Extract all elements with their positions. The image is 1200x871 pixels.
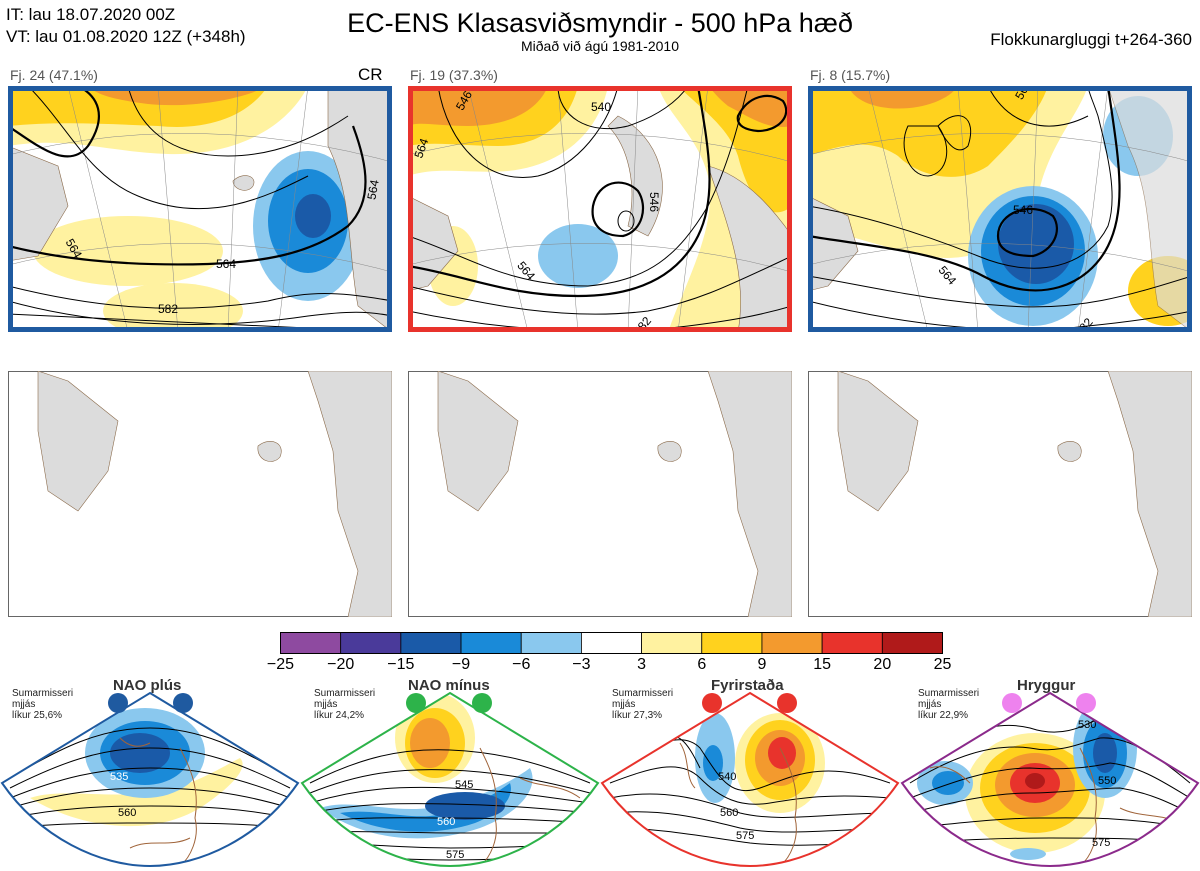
regime-map-2: 545 560 575 bbox=[300, 691, 600, 868]
fan-border bbox=[600, 691, 900, 868]
contour-label: 530 bbox=[1078, 719, 1096, 731]
colorbar-tick-label: −15 bbox=[387, 656, 415, 673]
colorbar-cell bbox=[581, 632, 642, 654]
contour-label: 545 bbox=[455, 779, 473, 791]
regime-1-title: NAO plús bbox=[113, 677, 182, 694]
colorbar-cell bbox=[400, 632, 462, 654]
colorbar-cell bbox=[641, 632, 703, 654]
note-line: Sumarmisseri bbox=[612, 688, 674, 699]
regime-dot bbox=[406, 693, 426, 713]
regime-dot bbox=[472, 693, 492, 713]
colorbar-tick-label: −25 bbox=[266, 656, 295, 673]
contour-label: 560 bbox=[720, 807, 738, 819]
panel-3-label: Fj. 8 (15.7%) bbox=[810, 67, 891, 83]
panel-2-label: Fj. 19 (37.3%) bbox=[410, 67, 498, 83]
empty-map-3 bbox=[808, 371, 1192, 617]
regime-map-3: 540 560 575 bbox=[600, 691, 900, 868]
colorbar-cell bbox=[460, 632, 522, 654]
colorbar-tick-label: 6 bbox=[697, 656, 707, 673]
colorbar-cell bbox=[881, 632, 943, 654]
panel-border bbox=[8, 86, 392, 332]
note-line: mjjás bbox=[612, 699, 636, 710]
contour-label: 550 bbox=[1098, 775, 1116, 787]
colorbar-tick-label: 25 bbox=[933, 656, 952, 673]
contour-label: 564 bbox=[411, 136, 431, 160]
note-line: Sumarmisseri bbox=[918, 688, 980, 699]
empty-map-1 bbox=[8, 371, 392, 617]
fan-border bbox=[300, 691, 600, 868]
contour-label: 582 bbox=[158, 302, 178, 316]
colorbar-cell bbox=[701, 632, 763, 654]
regime-dot bbox=[702, 693, 722, 713]
window-label: Flokkunargluggi t+264-360 bbox=[990, 30, 1192, 49]
regime-map-1: 535 560 bbox=[0, 691, 300, 868]
contour-label: 564 bbox=[216, 257, 236, 271]
note-line: Sumarmisseri bbox=[314, 688, 376, 699]
vt-line: VT: lau 01.08.2020 12Z (+348h) bbox=[6, 27, 246, 46]
note-line: mjjás bbox=[918, 699, 942, 710]
note-line: líkur 22,9% bbox=[918, 710, 969, 721]
regime-dot bbox=[173, 693, 193, 713]
contour-label: 535 bbox=[110, 771, 128, 783]
cluster-map-3: 546 564 564 582 bbox=[808, 86, 1192, 332]
colorbar-cell bbox=[821, 632, 883, 654]
header-info: IT: lau 18.07.2020 00Z VT: lau 01.08.202… bbox=[6, 4, 246, 48]
regime-3-title: Fyrirstaða bbox=[711, 677, 784, 694]
colorbar-cell bbox=[280, 632, 342, 654]
empty-map-2 bbox=[408, 371, 792, 617]
colorbar-tick-label: 20 bbox=[873, 656, 892, 673]
colorbar-tick-label: −6 bbox=[512, 656, 531, 673]
note-line: líkur 25,6% bbox=[12, 710, 63, 721]
colorbar-cell bbox=[520, 632, 582, 654]
colorbar-tick-label: 3 bbox=[637, 656, 647, 673]
colorbar bbox=[280, 632, 943, 654]
panel-border bbox=[808, 86, 1192, 332]
panel-1-tag: CR bbox=[358, 65, 383, 84]
colorbar-tick-label: −3 bbox=[572, 656, 591, 673]
regime-dot bbox=[108, 693, 128, 713]
panel-1-label: Fj. 24 (47.1%) bbox=[10, 67, 98, 83]
note-line: líkur 24,2% bbox=[314, 710, 365, 721]
contour-label: 560 bbox=[118, 807, 136, 819]
note-line: líkur 27,3% bbox=[612, 710, 663, 721]
colorbar-tick-label: 9 bbox=[757, 656, 767, 673]
regime-2-title: NAO mínus bbox=[408, 677, 490, 694]
colorbar-tick-label: −20 bbox=[327, 656, 355, 673]
fan-border bbox=[0, 691, 300, 868]
contour-label: 575 bbox=[1092, 837, 1110, 849]
contour-label: 546 bbox=[647, 192, 661, 212]
it-line: IT: lau 18.07.2020 00Z bbox=[6, 5, 176, 24]
cluster-map-2: 546 540 564 564 582 546 bbox=[408, 86, 792, 332]
page-title: EC-ENS Klasasviðsmyndir - 500 hPa hæð bbox=[347, 8, 853, 38]
contour-label: 564 bbox=[364, 178, 381, 200]
colorbar-cell bbox=[761, 632, 823, 654]
colorbar-tick-label: −9 bbox=[451, 656, 471, 673]
panel-border bbox=[408, 86, 792, 332]
page-subtitle: Miðað við ágú 1981-2010 bbox=[520, 38, 679, 54]
note-line: mjjás bbox=[12, 699, 36, 710]
cluster-map-1: 564 564 564 582 bbox=[8, 86, 392, 332]
regime-dot bbox=[1002, 693, 1022, 713]
contour-label: 575 bbox=[446, 849, 464, 861]
note-line: mjjás bbox=[314, 699, 338, 710]
colorbar-cell bbox=[340, 632, 402, 654]
regime-2-note: Sumarmisseri mjjás líkur 24,2% bbox=[314, 688, 375, 721]
contour-label: 560 bbox=[437, 816, 455, 828]
note-line: Sumarmisseri bbox=[12, 688, 74, 699]
regime-3-note: Sumarmisseri mjjás líkur 27,3% bbox=[612, 688, 673, 721]
regime-dot bbox=[777, 693, 797, 713]
contour-label: 540 bbox=[591, 100, 611, 114]
contour-label: 540 bbox=[718, 771, 736, 783]
regime-4-note: Sumarmisseri mjjás líkur 22,9% bbox=[918, 688, 979, 721]
regime-dot bbox=[1076, 693, 1096, 713]
regime-1-note: Sumarmisseri mjjás líkur 25,6% bbox=[12, 688, 73, 721]
colorbar-tick-label: 15 bbox=[813, 656, 832, 673]
contour-label: 546 bbox=[1013, 203, 1033, 217]
contour-label: 575 bbox=[736, 830, 754, 842]
fan-border bbox=[900, 691, 1200, 868]
regime-4-title: Hryggur bbox=[1017, 677, 1076, 694]
regime-map-4: 530 550 575 bbox=[900, 691, 1200, 868]
